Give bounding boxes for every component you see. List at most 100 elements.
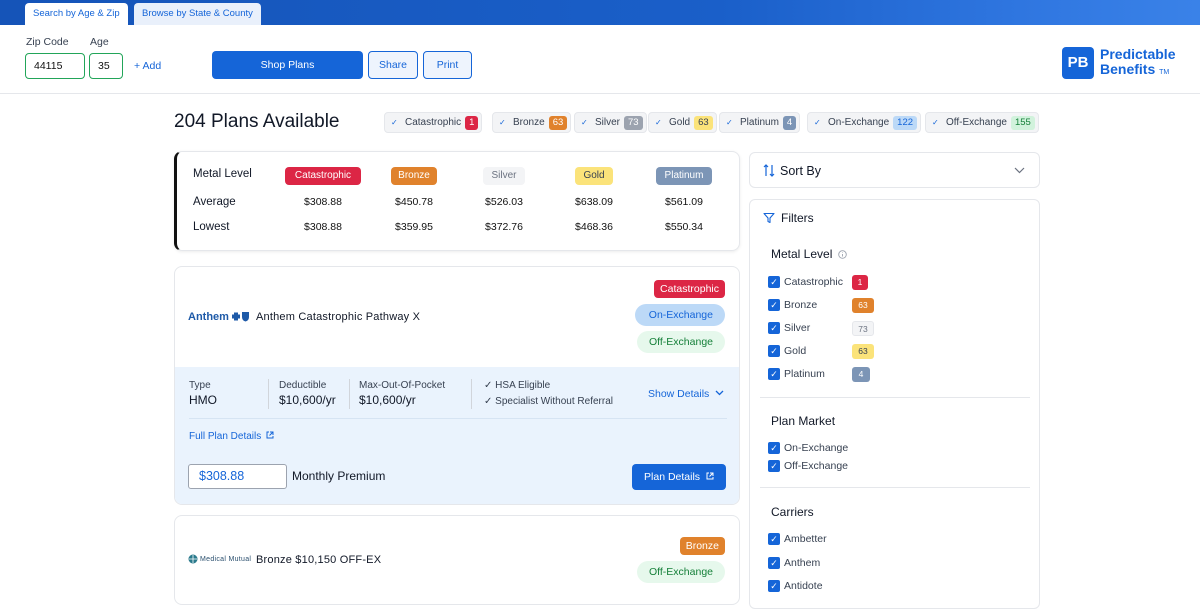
chip-off-exchange[interactable]: ✓ Off-Exchange 155 [925, 112, 1039, 133]
share-button[interactable]: Share [368, 51, 418, 79]
moop-value: $10,600/yr [359, 393, 416, 407]
detail-divider [349, 379, 350, 409]
filter-carrier-ambetter[interactable]: ✓ Ambetter [768, 533, 827, 545]
external-link-icon [706, 472, 714, 480]
summary-row-label-metal-level: Metal Level [193, 168, 252, 180]
detail-divider [471, 379, 472, 409]
tab-browse-by-state-county[interactable]: Browse by State & County [134, 3, 261, 25]
print-button[interactable]: Print [423, 51, 472, 79]
filter-label: Anthem [784, 557, 821, 569]
chip-label: On-Exchange [828, 117, 890, 128]
filter-metal-gold[interactable]: ✓ Gold [768, 345, 806, 357]
chip-count: 63 [694, 115, 713, 130]
check-icon: ✓ [499, 118, 506, 127]
checkbox-checked-icon: ✓ [768, 345, 780, 357]
plan-details-button[interactable]: Plan Details [632, 464, 726, 490]
filter-label: Silver [784, 322, 811, 334]
checkbox-checked-icon: ✓ [768, 299, 780, 311]
checkbox-checked-icon: ✓ [768, 442, 780, 454]
metal-level-filter-title: Metal Level [771, 247, 847, 261]
filter-carrier-anthem[interactable]: ✓ Anthem [768, 557, 820, 569]
summary-average-catastrophic: $308.88 [304, 196, 342, 208]
filter-divider [760, 397, 1030, 398]
tab-search-by-age-zip[interactable]: Search by Age & Zip [25, 3, 128, 25]
filter-count-platinum: 4 [852, 367, 870, 382]
sort-arrows-icon [763, 164, 775, 177]
metal-tag-bronze: Bronze [679, 537, 725, 555]
summary-lowest-silver: $372.76 [485, 221, 523, 233]
market-tag-off-exchange: Off-Exchange [636, 561, 725, 583]
check-icon: ✓ [484, 396, 493, 407]
summary-average-silver: $526.03 [485, 196, 523, 208]
filter-label: Catastrophic [784, 276, 843, 288]
metal-level-summary-table: Metal Level Average Lowest Catastrophic … [174, 151, 740, 251]
summary-lowest-gold: $468.36 [575, 221, 613, 233]
detail-divider-horizontal [189, 418, 727, 419]
filter-metal-bronze[interactable]: ✓ Bronze [768, 299, 817, 311]
full-plan-details-link[interactable]: Full Plan Details [189, 431, 274, 442]
show-details-link[interactable]: Show Details [648, 388, 724, 400]
chip-catastrophic[interactable]: ✓ Catastrophic 1 [384, 112, 483, 133]
filter-label: Gold [784, 345, 807, 357]
metal-tag-catastrophic: Catastrophic [654, 280, 725, 298]
filters-title: Filters [781, 211, 814, 225]
chip-silver[interactable]: ✓ Silver 73 [574, 112, 647, 133]
chip-count: 4 [782, 115, 797, 130]
filter-market-off-exchange[interactable]: ✓ Off-Exchange [768, 460, 848, 472]
external-link-icon [266, 431, 274, 439]
filter-metal-platinum[interactable]: ✓ Platinum [768, 368, 825, 380]
sort-by-label: Sort By [780, 164, 821, 178]
add-member-link[interactable]: + Add [134, 60, 162, 72]
carriers-filter-title: Carriers [771, 505, 814, 519]
chevron-down-icon [1014, 167, 1025, 174]
summary-badge-platinum: Platinum [656, 167, 712, 185]
filter-label: Antidote [784, 580, 823, 592]
chip-gold[interactable]: ✓ Gold 63 [648, 112, 717, 133]
plans-available-heading: 204 Plans Available [174, 111, 340, 132]
check-icon: ✓ [484, 380, 493, 391]
filter-label: Off-Exchange [784, 460, 849, 472]
chip-label: Catastrophic [405, 117, 462, 128]
filter-carrier-antidote[interactable]: ✓ Antidote [768, 580, 823, 592]
summary-average-bronze: $450.78 [395, 196, 433, 208]
filter-metal-silver[interactable]: ✓ Silver [768, 322, 810, 334]
brand-logo-mark: PB [1062, 47, 1094, 79]
chip-label: Gold [669, 117, 691, 128]
carrier-name: Medical Mutual [200, 555, 252, 563]
market-tag-off-exchange: Off-Exchange [636, 331, 725, 353]
chip-count: 122 [893, 115, 918, 130]
sort-by-dropdown[interactable]: Sort By [749, 152, 1040, 188]
zip-code-input[interactable]: 44115 [25, 53, 85, 79]
chip-label: Off-Exchange [946, 117, 1007, 128]
chip-platinum[interactable]: ✓ Platinum 4 [719, 112, 801, 133]
chip-label: Bronze [513, 117, 545, 128]
summary-lowest-catastrophic: $308.88 [304, 221, 342, 233]
deductible-value: $10,600/yr [279, 393, 336, 407]
filter-label: Bronze [784, 299, 818, 311]
summary-badge-catastrophic: Catastrophic [285, 167, 361, 185]
plan-name: Anthem Catastrophic Pathway X [256, 311, 421, 323]
carrier-logo-anthem: Anthem [188, 311, 250, 323]
brand-line2: Benefits [1100, 61, 1156, 77]
filter-metal-catastrophic[interactable]: ✓ Catastrophic [768, 276, 843, 288]
chip-bronze[interactable]: ✓ Bronze 63 [492, 112, 572, 133]
header-divider [0, 93, 1200, 94]
check-icon: ✓ [391, 118, 398, 127]
checkbox-checked-icon: ✓ [768, 322, 780, 334]
chip-on-exchange[interactable]: ✓ On-Exchange 122 [807, 112, 922, 133]
filter-count-bronze: 63 [852, 298, 874, 313]
plan-details-button-label: Plan Details [644, 471, 701, 483]
checkbox-checked-icon: ✓ [768, 557, 780, 569]
summary-lowest-platinum: $550.34 [665, 221, 703, 233]
summary-badge-silver: Silver [483, 167, 525, 185]
brand-logo-text: Predictable Benefits TM [1100, 47, 1175, 80]
monthly-premium-label: Monthly Premium [292, 469, 386, 483]
checkbox-checked-icon: ✓ [768, 533, 780, 545]
age-input[interactable]: 35 [89, 53, 123, 79]
brand-line1: Predictable [1100, 46, 1176, 62]
shop-plans-button[interactable]: Shop Plans [212, 51, 363, 79]
chip-label: Silver [595, 117, 621, 128]
filter-market-on-exchange[interactable]: ✓ On-Exchange [768, 442, 848, 454]
plan-card: Medical Mutual Bronze $10,150 OFF-EX Bro… [174, 515, 740, 605]
chip-count: 73 [624, 115, 643, 130]
